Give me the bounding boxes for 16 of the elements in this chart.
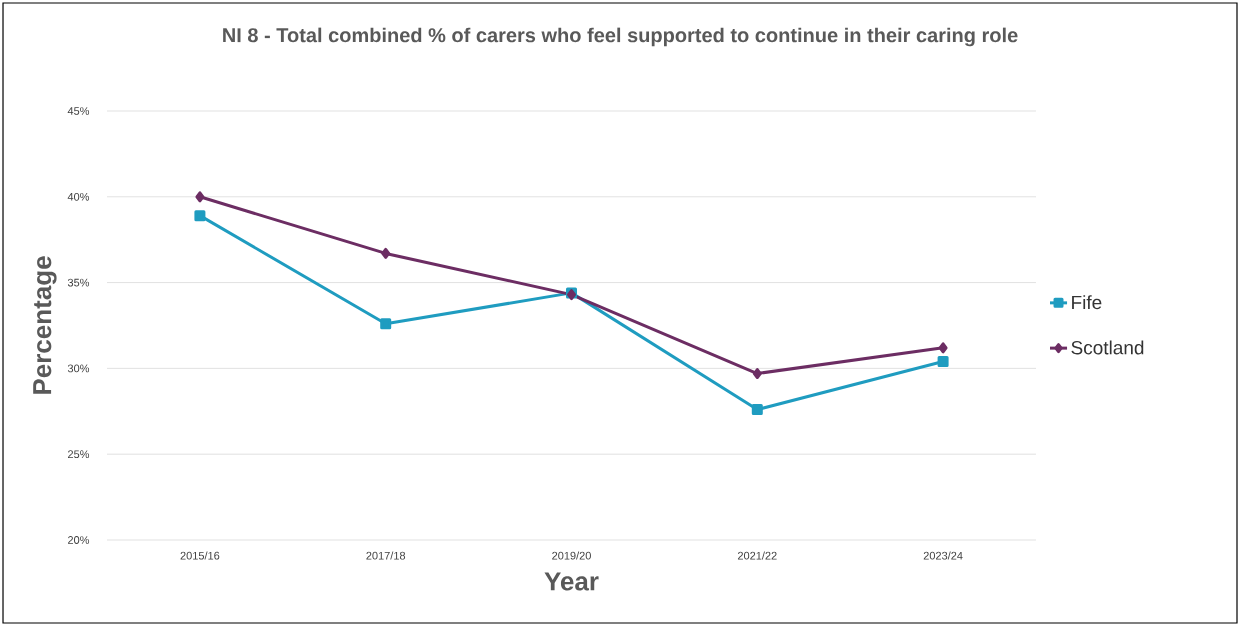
x-tick-label: 2015/16: [180, 551, 220, 560]
y-tick-label: 40%: [67, 192, 90, 201]
y-tick-label: 30%: [67, 364, 90, 373]
y-tick-label: 25%: [68, 450, 90, 459]
legend-label: Fife: [1072, 295, 1102, 310]
y-tick-label: 45%: [67, 107, 90, 115]
y-tick-label: 35%: [67, 278, 90, 287]
x-axis-title: Year: [544, 572, 599, 591]
y-axis-title: Percentage: [33, 256, 57, 394]
chart-title: NI 8 - Total combined % of carers who feel supported to continue in their caring role: [223, 27, 1018, 47]
x-tick-label: 2019/20: [552, 551, 591, 560]
x-tick-label: 2021/22: [737, 551, 777, 560]
x-tick-label: 2023/24: [923, 551, 963, 560]
x-tick-label: 2017/18: [366, 551, 406, 560]
legend-label: Scotland: [1071, 340, 1144, 355]
y-tick-label: 20%: [68, 536, 90, 544]
